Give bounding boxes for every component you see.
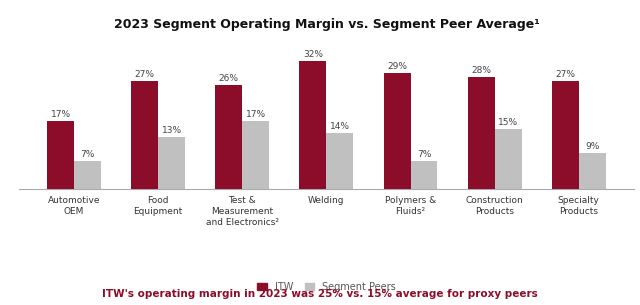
Bar bbox=[243, 121, 269, 189]
Text: 26%: 26% bbox=[219, 74, 239, 83]
Text: 15%: 15% bbox=[498, 118, 518, 127]
Bar bbox=[131, 81, 158, 189]
Legend: ITW, Segment Peers: ITW, Segment Peers bbox=[255, 280, 397, 294]
Text: 29%: 29% bbox=[387, 62, 407, 71]
Bar bbox=[495, 129, 522, 189]
Text: 7%: 7% bbox=[417, 150, 431, 160]
Title: 2023 Segment Operating Margin vs. Segment Peer Average¹: 2023 Segment Operating Margin vs. Segmen… bbox=[113, 18, 540, 31]
Bar bbox=[158, 137, 185, 189]
Text: 27%: 27% bbox=[134, 70, 155, 79]
Text: 17%: 17% bbox=[246, 110, 266, 119]
Text: 13%: 13% bbox=[161, 126, 182, 135]
Bar bbox=[300, 61, 326, 189]
Text: 27%: 27% bbox=[556, 70, 575, 79]
Bar bbox=[468, 77, 495, 189]
Text: 7%: 7% bbox=[80, 150, 95, 160]
Text: 17%: 17% bbox=[51, 110, 70, 119]
Bar bbox=[579, 153, 605, 189]
Bar bbox=[552, 81, 579, 189]
Text: 14%: 14% bbox=[330, 122, 350, 131]
Text: 28%: 28% bbox=[471, 66, 491, 75]
Bar bbox=[326, 133, 353, 189]
Bar bbox=[410, 161, 437, 189]
Bar bbox=[47, 121, 74, 189]
Bar bbox=[74, 161, 101, 189]
Bar bbox=[383, 73, 410, 189]
Bar bbox=[216, 85, 243, 189]
Text: 9%: 9% bbox=[585, 142, 600, 151]
Text: 32%: 32% bbox=[303, 50, 323, 59]
Text: ITW's operating margin in 2023 was 25% vs. 15% average for proxy peers: ITW's operating margin in 2023 was 25% v… bbox=[102, 289, 538, 299]
